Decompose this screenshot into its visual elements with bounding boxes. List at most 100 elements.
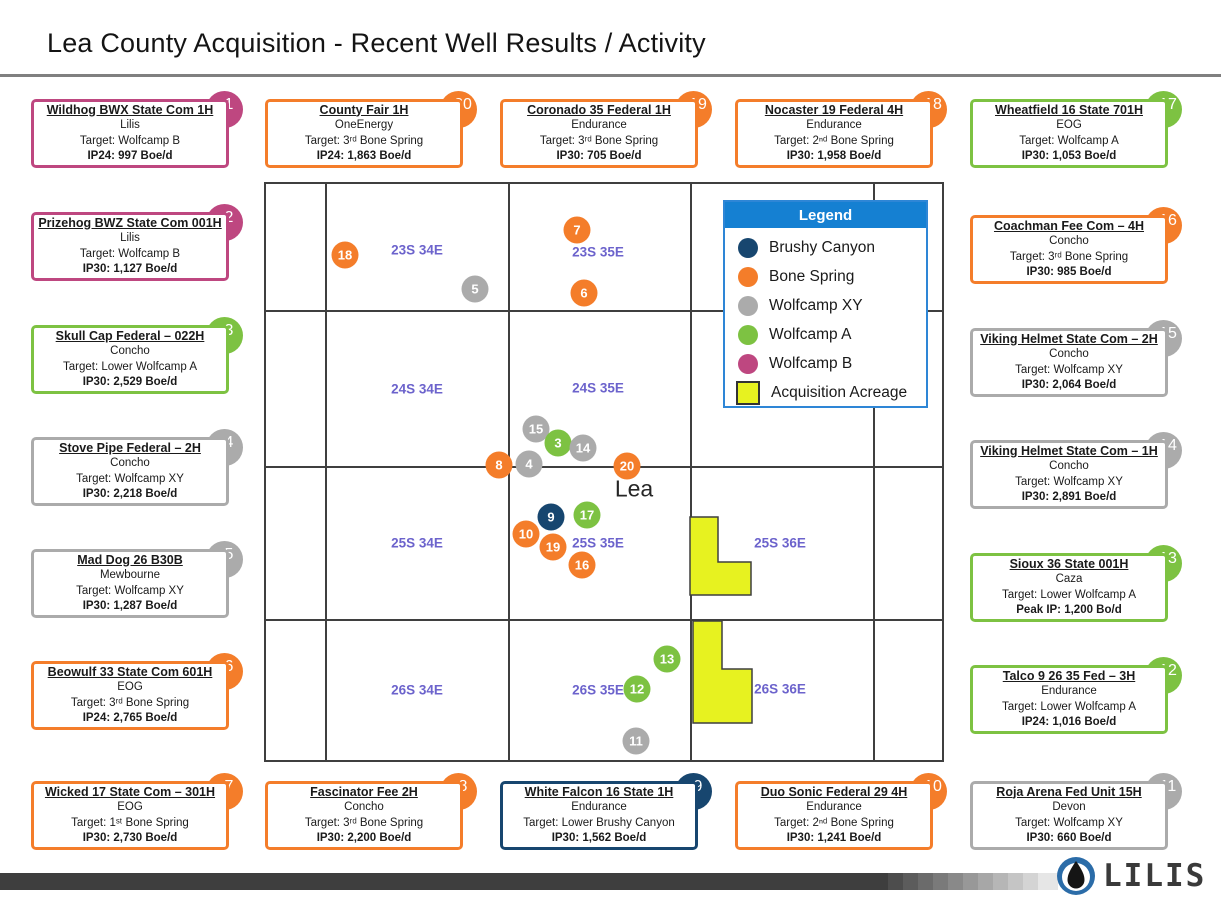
map-marker-17: 17 <box>573 501 601 529</box>
card-target: Target: Wolfcamp XY <box>1015 816 1123 829</box>
card-operator: Endurance <box>571 119 627 131</box>
township-label: 23S 34E <box>391 242 443 258</box>
card-body: Viking Helmet State Com – 2H Concho Target… <box>970 328 1168 397</box>
legend-item-label: Acquisition Acreage <box>771 383 908 401</box>
card-operator: Concho <box>344 801 384 813</box>
card-operator: Lilis <box>120 119 140 131</box>
map-marker-14: 14 <box>569 434 597 462</box>
well-card-7: 7 Wicked 17 State Com – 301H EOG Target: 1ˢ… <box>31 773 243 850</box>
card-ip-rate: IP30: 985 Boe/d <box>1026 266 1112 278</box>
map-marker-3: 3 <box>544 429 572 457</box>
legend-item-label: Bone Spring <box>769 267 855 285</box>
card-operator: Endurance <box>1041 685 1097 697</box>
well-card-10: 10Duo Sonic Federal 29 4HEnduranceTarget… <box>735 773 947 850</box>
legend-item-label: Wolfcamp B <box>769 354 853 372</box>
township-label: 25S 34E <box>391 535 443 551</box>
map-marker-7: 7 <box>563 216 591 244</box>
card-well-name: Coachman Fee Com – 4H <box>993 218 1145 233</box>
map-marker-6: 6 <box>570 279 598 307</box>
card-ip-rate: IP24: 2,765 Boe/d <box>82 712 178 724</box>
card-target: Target: 3ʳᵈ Bone Spring <box>1009 250 1129 263</box>
well-card-19: 19Coronado 35 Federal 1HEnduranceTarget:… <box>500 91 712 168</box>
map-grid-vline <box>873 184 875 760</box>
township-label: 26S 36E <box>754 681 806 697</box>
card-target: Target: Wolfcamp XY <box>76 584 184 597</box>
card-well-name: Prizehog BWZ State Com 001H <box>38 215 222 230</box>
card-target: Target: 3ʳᵈ Bone Spring <box>539 134 659 147</box>
card-well-name: Coronado 35 Federal 1H <box>527 102 671 117</box>
card-target: Target: Wolfcamp B <box>79 134 181 147</box>
well-card-3: 3 Skull Cap Federal – 022H Concho Target: L… <box>31 317 243 394</box>
map-marker-10: 10 <box>512 520 540 548</box>
card-body: Nocaster 19 Federal 4H Endurance Target: 2… <box>735 99 933 168</box>
card-well-name: Wicked 17 State Com – 301H <box>44 784 216 799</box>
card-operator: Endurance <box>806 801 862 813</box>
card-well-name: Fascinator Fee 2H <box>310 784 418 799</box>
card-target: Target: Lower Wolfcamp A <box>62 360 197 373</box>
map-marker-5: 5 <box>461 275 489 303</box>
card-well-name: White Falcon 16 State 1H <box>524 784 674 799</box>
card-operator: Concho <box>110 345 150 357</box>
card-ip-rate: IP30: 1,241 Boe/d <box>786 832 882 844</box>
township-label: 23S 35E <box>572 244 624 260</box>
card-body: Sioux 36 State 001H Caza Target: Lower Wol… <box>970 553 1168 622</box>
map-marker-16: 16 <box>568 551 596 579</box>
card-operator: Mewbourne <box>99 569 161 581</box>
well-card-4: 4 Stove Pipe Federal – 2H Concho Target: Wo… <box>31 429 243 506</box>
legend-title: Legend <box>725 202 926 228</box>
township-label: 25S 36E <box>754 535 806 551</box>
map-grid-hline <box>266 619 942 621</box>
card-body: Wicked 17 State Com – 301H EOG Target: 1ˢᵗ… <box>31 781 229 850</box>
township-label: 25S 35E <box>572 535 624 551</box>
card-target: Target: Wolfcamp XY <box>1015 475 1123 488</box>
legend-item-label: Wolfcamp XY <box>769 296 863 314</box>
card-ip-rate: IP24: 1,863 Boe/d <box>316 150 412 162</box>
card-target: Target: Wolfcamp XY <box>76 472 184 485</box>
legend-item-label: Brushy Canyon <box>769 238 875 256</box>
map-marker-18: 18 <box>331 241 359 269</box>
card-well-name: Wheatfield 16 State 701H <box>995 102 1143 117</box>
wolfcamp_xy-dot-icon <box>738 295 758 316</box>
card-body: Wildhog BWX State Com 1H Lilis Target: Wol… <box>31 99 229 168</box>
map-marker-4: 4 <box>515 450 543 478</box>
acreage-swatch <box>736 380 760 405</box>
card-body: Coronado 35 Federal 1H Endurance Target: 3… <box>500 99 698 168</box>
map-marker-9: 9 <box>537 503 565 531</box>
card-body: Coachman Fee Com – 4H Concho Target: 3ʳᵈ B… <box>970 215 1168 284</box>
legend-item-wolfcamp_xy: Wolfcamp XY <box>738 291 926 320</box>
card-target: Target: 3ʳᵈ Bone Spring <box>70 696 190 709</box>
card-well-name: Talco 9 26 35 Fed – 3H <box>1002 668 1136 683</box>
card-well-name: Viking Helmet State Com – 1H <box>980 443 1158 458</box>
card-target: Target: Lower Brushy Canyon <box>523 816 675 829</box>
card-operator: Concho <box>1049 460 1089 472</box>
card-well-name: Stove Pipe Federal – 2H <box>59 440 201 455</box>
legend-item-acreage_fill: Acquisition Acreage <box>736 378 926 407</box>
card-operator: Concho <box>110 457 150 469</box>
well-card-15: 15Viking Helmet State Com – 2HConchoTarg… <box>970 320 1182 397</box>
card-ip-rate: IP30: 2,218 Boe/d <box>82 488 178 500</box>
card-body: Skull Cap Federal – 022H Concho Target: Lo… <box>31 325 229 394</box>
well-card-5: 5 Mad Dog 26 B30B Mewbourne Target: Wolfcam… <box>31 541 243 618</box>
card-well-name: Beowulf 33 State Com 601H <box>47 664 213 679</box>
card-body: Roja Arena Fed Unit 15H Devon Target: Wolf… <box>970 781 1168 850</box>
card-ip-rate: IP30: 1,287 Boe/d <box>82 600 178 612</box>
card-operator: Endurance <box>806 119 862 131</box>
card-operator: EOG <box>1056 119 1082 131</box>
card-ip-rate: IP30: 1,562 Boe/d <box>551 832 647 844</box>
map-marker-19: 19 <box>539 533 567 561</box>
brand-name: LILIS <box>1103 858 1207 894</box>
card-operator: Caza <box>1055 573 1083 585</box>
map-marker-8: 8 <box>485 451 513 479</box>
card-operator: Lilis <box>120 232 140 244</box>
card-ip-rate: IP30: 660 Boe/d <box>1026 832 1112 844</box>
well-card-18: 18Nocaster 19 Federal 4HEnduranceTarget:… <box>735 91 947 168</box>
wolfcamp_a-dot-icon <box>738 324 758 345</box>
card-body: White Falcon 16 State 1H Endurance Target:… <box>500 781 698 850</box>
card-target: Target: 3ʳᵈ Bone Spring <box>304 134 424 147</box>
card-well-name: Duo Sonic Federal 29 4H <box>760 784 908 799</box>
well-card-8: 8 Fascinator Fee 2H Concho Target: 3ʳᵈ Bone… <box>265 773 477 850</box>
